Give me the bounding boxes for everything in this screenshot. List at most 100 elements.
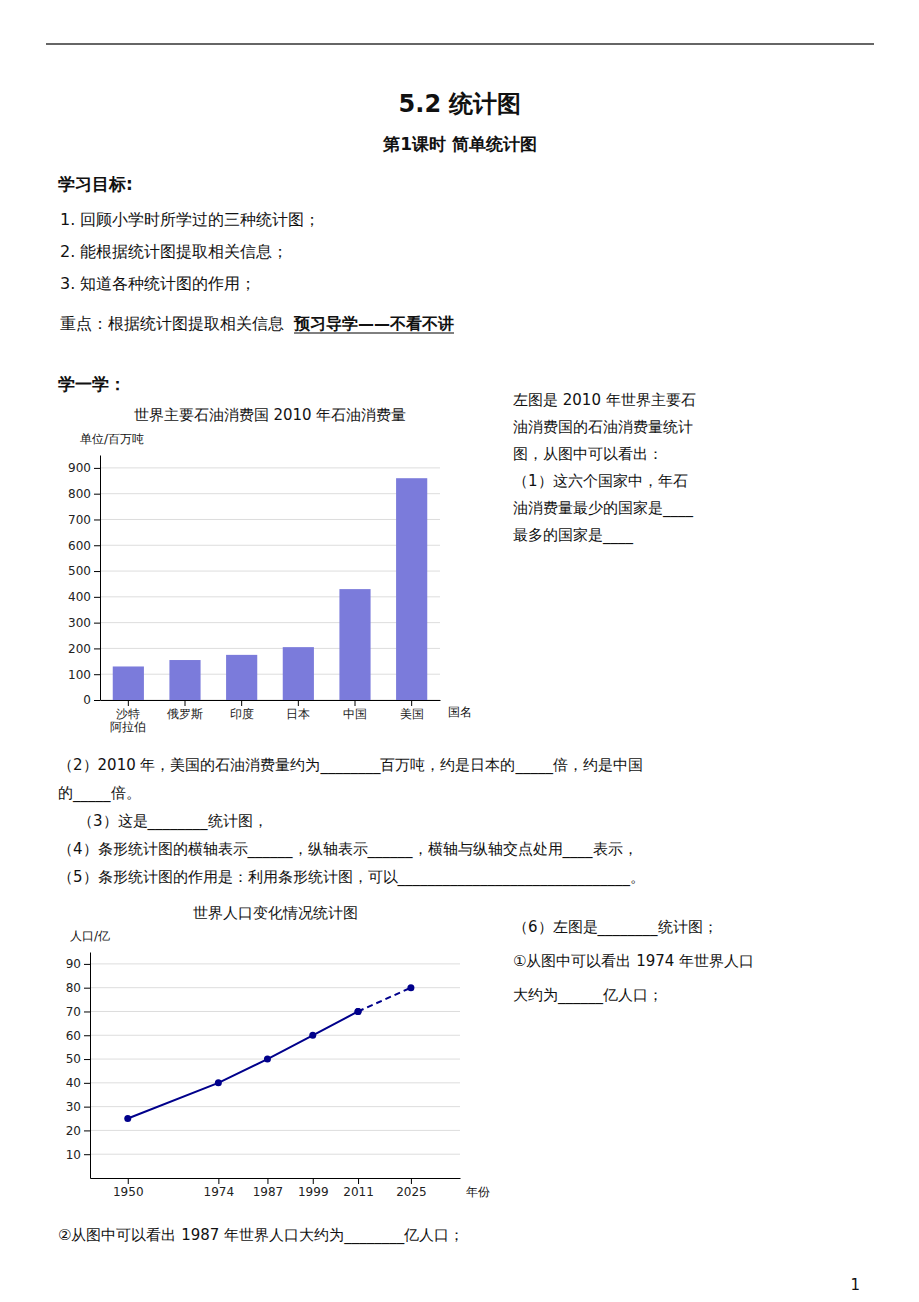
y-tick-label: 600 [68,539,91,553]
line-chart: 1950197419871999201120251020304050607080… [58,904,754,1245]
x-tick-mark [128,1178,129,1184]
question: 的_____倍。 [58,784,141,803]
x-tick-mark [358,1178,359,1184]
bar-chart: 沙特阿拉伯俄罗斯印度日本中国美国010020030040050060070080… [58,391,696,887]
y-tick-mark [94,519,100,520]
x-tick-label: 美国 [400,707,424,721]
x-tick-label: 中国 [343,707,367,721]
side-text: 油消费国的石油消费量统计 [513,418,693,436]
question: ②从图中可以看出 1987 年世界人口大约为________亿人口； [58,1226,464,1245]
x-tick-label: 1950 [113,1185,144,1199]
x-tick: 2011 [343,1178,374,1199]
y-tick: 400 [68,590,100,604]
x-tick: 2025 [396,1178,427,1199]
point [355,1008,362,1015]
grid-line [90,963,460,964]
x-tick-label: 日本 [286,707,310,721]
side-text: （1）这六个国家中，年石 [513,472,688,490]
y-axis-line [90,953,91,1179]
y-tick-label: 30 [66,1100,81,1114]
grid-line [100,571,440,572]
side-text: （6）左图是________统计图； [513,918,718,937]
page-subtitle: 第1课时 简单统计图 [382,134,537,154]
grid-line [100,648,440,649]
y-tick-label: 80 [66,981,81,995]
y-tick: 900 [68,461,100,475]
x-tick-mark [241,700,242,706]
y-tick: 10 [66,1148,90,1162]
x-tick: 1950 [113,1178,144,1199]
y-tick-label: 20 [66,1124,81,1138]
x-axis-line [91,1178,461,1179]
x-tick-label: 1987 [253,1185,284,1199]
y-tick: 60 [66,1029,90,1043]
y-axis: 0100200300400500600700800900 [68,456,100,708]
y-tick-mark [94,674,100,675]
x-tick-label-line: 阿拉伯 [110,720,146,734]
line [128,1011,358,1118]
grid [100,468,440,700]
grid-line [90,1011,460,1012]
x-tick-mark [185,700,186,706]
point [309,1032,316,1039]
bar [169,660,200,700]
point [264,1056,271,1063]
y-tick: 50 [66,1052,90,1066]
y-tick: 800 [68,487,100,501]
bar [226,655,257,700]
y-tick: 0 [83,693,100,707]
bars [113,478,428,700]
y-tick-label: 100 [68,668,91,682]
x-tick-mark [411,1178,412,1184]
bar [339,589,370,700]
y-axis: 102030405060708090 [66,953,91,1179]
side-text: 左图是 2010 年世界主要石 [513,391,696,409]
x-tick-mark [128,700,129,706]
section-title: 学一学： [58,374,126,394]
x-tick: 美国 [400,700,424,721]
x-tick-mark [298,700,299,706]
side-text: 最多的国家是____ [513,526,634,545]
y-tick: 20 [66,1124,90,1138]
y-tick-label: 300 [68,616,91,630]
key-point: 重点：根据统计图提取相关信息 [60,314,284,333]
y-tick-mark [84,964,90,965]
y-tick: 30 [66,1100,90,1114]
chart-title: 世界主要石油消费国 2010 年石油消费量 [134,406,407,424]
y-tick-mark [94,468,100,469]
page: 5.2 统计图第1课时 简单统计图学习目标:1. 回顾小学时所学过的三种统计图；… [0,0,919,1302]
key-point-bold: 预习导学——不看不讲 [293,314,454,333]
x-axis-line [101,700,441,701]
y-tick-label: 400 [68,590,91,604]
y-tick: 90 [66,957,90,971]
y-tick-label: 900 [68,461,91,475]
y-tick-mark [84,1059,90,1060]
side-text: ①从图中可以看出 1974 年世界人口 [513,952,754,970]
x-tick: 印度 [230,700,254,721]
y-tick-mark [94,623,100,624]
question: （5）条形统计图的作用是：利用条形统计图，可以_________________… [58,868,645,887]
grid-line [90,1035,460,1036]
y-tick: 100 [68,668,100,682]
y-tick: 500 [68,564,100,578]
grid-line [100,545,440,546]
grid-line [90,1059,460,1060]
x-tick-mark [355,700,356,706]
chart-title: 世界人口变化情况统计图 [193,904,358,922]
grid-line [100,700,440,701]
side-text: 油消费量最少的国家是____ [513,499,694,518]
y-tick-label: 500 [68,564,91,578]
y-tick: 70 [66,1005,90,1019]
x-tick-label-line: 沙特 [116,707,140,721]
y-tick: 600 [68,539,100,553]
y-tick-label: 90 [66,957,81,971]
y-tick-mark [94,545,100,546]
underline [294,333,454,334]
top-rule [46,43,874,45]
side-text: 大约为______亿人口； [513,986,663,1005]
x-tick-mark [267,1178,268,1184]
bar [396,478,427,700]
x-axis-title: 国名 [448,705,472,719]
y-tick-mark [94,597,100,598]
x-axis-title: 年份 [466,1185,490,1199]
